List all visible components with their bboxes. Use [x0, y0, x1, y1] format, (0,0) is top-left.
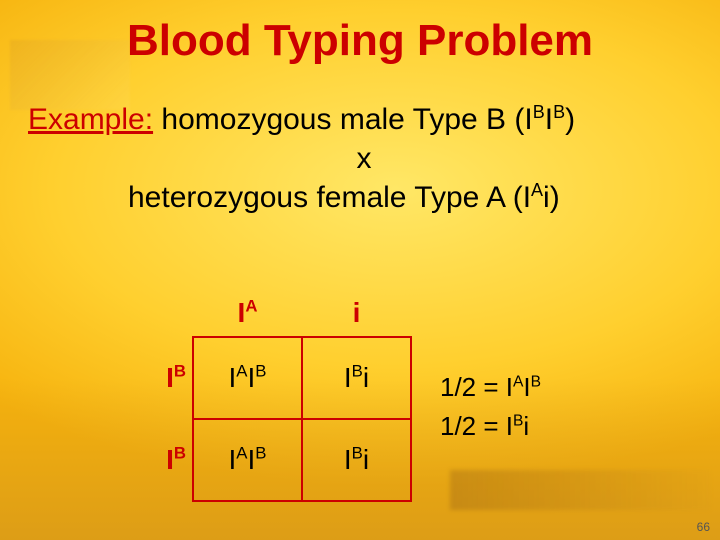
- r2-frac: 1/2 =: [440, 411, 506, 441]
- problem-text: Example: homozygous male Type B (IBIB) x…: [28, 100, 700, 217]
- sup-a: A: [531, 180, 543, 200]
- line1-tail: ): [565, 103, 575, 136]
- line-1: Example: homozygous male Type B (IBIB): [28, 100, 700, 139]
- row-head-2: IB: [130, 419, 193, 501]
- genotype-ratios: 1/2 = IAIB 1/2 = IBi: [440, 368, 541, 446]
- col1-sup: A: [245, 297, 257, 316]
- ratio-2: 1/2 = IBi: [440, 407, 541, 446]
- corner-empty: [130, 290, 193, 337]
- line1-mid: I: [545, 103, 553, 136]
- page-number: 66: [697, 520, 710, 534]
- r1-frac: 1/2 =: [440, 372, 506, 402]
- row2-sup: B: [174, 444, 186, 463]
- line3-b: i): [543, 181, 560, 214]
- ratio-1: 1/2 = IAIB: [440, 368, 541, 407]
- punnett-square: IA i IB IAIB IBi IB IAIB: [130, 290, 412, 502]
- line1-part: homozygous male Type B (I: [153, 103, 533, 136]
- row2-base: I: [166, 444, 174, 475]
- slide-title: Blood Typing Problem: [0, 16, 720, 66]
- row1-base: I: [166, 362, 174, 393]
- sup-b: B: [533, 102, 545, 122]
- row-head-1: IB: [130, 337, 193, 419]
- col-head-1: IA: [193, 290, 302, 337]
- col-head-2: i: [302, 290, 411, 337]
- example-label: Example:: [28, 103, 153, 136]
- cell-1-2: IBi: [302, 337, 411, 419]
- slide: Blood Typing Problem Example: homozygous…: [0, 0, 720, 540]
- punnett-table: IA i IB IAIB IBi IB IAIB: [130, 290, 412, 502]
- sup-b2: B: [553, 102, 565, 122]
- line3-a: heterozygous female Type A (I: [128, 181, 531, 214]
- line-3: heterozygous female Type A (IAi): [28, 178, 700, 217]
- cell-2-2: IBi: [302, 419, 411, 501]
- cell-1-1: IAIB: [193, 337, 302, 419]
- cell-2-1: IAIB: [193, 419, 302, 501]
- cross-symbol: x: [28, 139, 700, 178]
- row1-sup: B: [174, 362, 186, 381]
